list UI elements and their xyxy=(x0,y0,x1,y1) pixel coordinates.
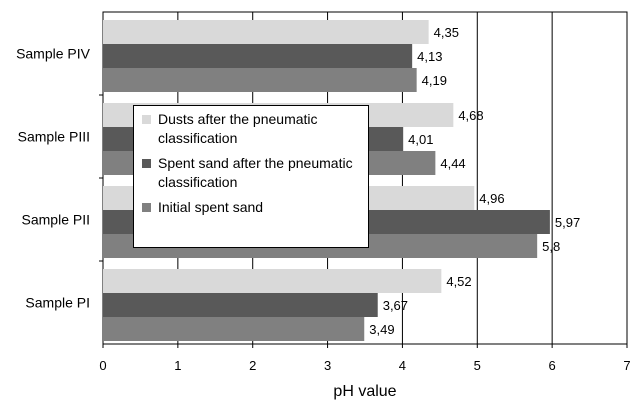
bar xyxy=(103,68,417,92)
category-label: Sample PI xyxy=(25,295,90,311)
x-tick-label: 7 xyxy=(623,358,630,373)
data-label: 4,52 xyxy=(446,274,471,289)
data-label: 5,8 xyxy=(542,239,560,254)
data-label: 4,01 xyxy=(408,132,433,147)
bar xyxy=(103,317,364,341)
data-label: 4,13 xyxy=(417,49,442,64)
data-label: 4,35 xyxy=(434,25,459,40)
legend: Dusts after the pneumatic classification… xyxy=(133,105,369,248)
x-tick-label: 1 xyxy=(174,358,181,373)
bar xyxy=(103,20,429,44)
legend-swatch xyxy=(142,159,151,168)
category-label: Sample PIV xyxy=(16,46,91,62)
x-tick-label: 0 xyxy=(99,358,106,373)
data-label: 5,97 xyxy=(555,215,580,230)
data-label: 4,19 xyxy=(422,73,447,88)
legend-swatch xyxy=(142,203,151,212)
legend-label: Initial spent sand xyxy=(158,198,263,217)
bar xyxy=(103,44,412,68)
legend-label: Dusts after the pneumatic classification xyxy=(158,110,362,148)
data-label: 4,44 xyxy=(440,156,465,171)
x-tick-label: 3 xyxy=(324,358,331,373)
x-tick-label: 2 xyxy=(249,358,256,373)
x-tick-label: 4 xyxy=(399,358,406,373)
x-tick-label: 6 xyxy=(549,358,556,373)
data-label: 3,49 xyxy=(369,322,394,337)
legend-item: Dusts after the pneumatic classification xyxy=(142,110,362,148)
legend-label: Spent sand after the pneumatic classific… xyxy=(158,154,362,192)
data-label: 4,68 xyxy=(458,108,483,123)
legend-item: Initial spent sand xyxy=(142,198,362,217)
x-axis-title: pH value xyxy=(333,383,396,400)
legend-swatch xyxy=(142,115,151,124)
category-label: Sample PII xyxy=(22,212,90,228)
bar xyxy=(103,269,441,293)
category-label: Sample PIII xyxy=(18,129,90,145)
data-label: 4,96 xyxy=(479,191,504,206)
data-label: 3,67 xyxy=(383,298,408,313)
legend-item: Spent sand after the pneumatic classific… xyxy=(142,154,362,192)
bar xyxy=(103,293,378,317)
x-tick-label: 5 xyxy=(474,358,481,373)
